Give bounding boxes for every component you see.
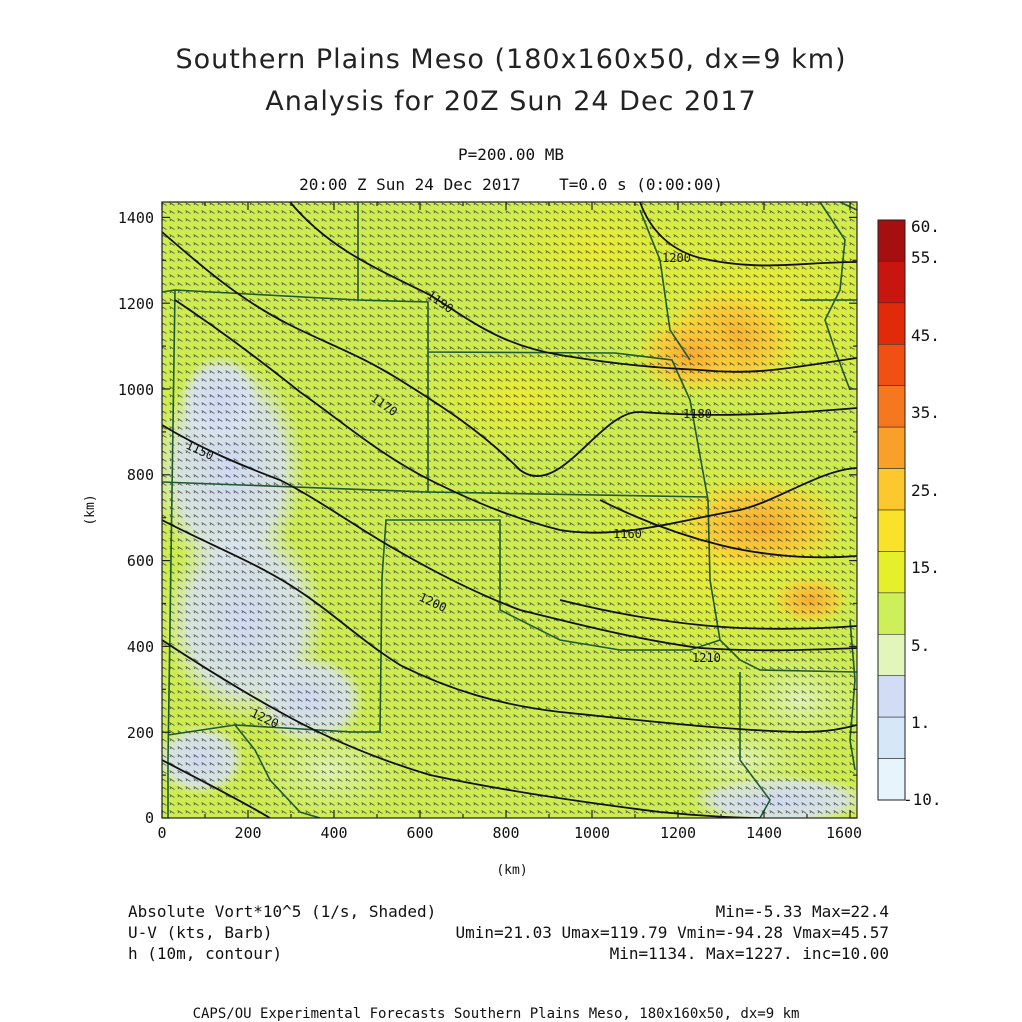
colorbar-label: -10. — [903, 790, 942, 809]
field2-stats: Umin=21.03 Umax=119.79 Vmin=-94.28 Vmax=… — [456, 923, 889, 942]
colorbar-swatch — [877, 633, 906, 677]
field1-stats: Min=-5.33 Max=22.4 — [716, 902, 889, 921]
height-contours — [162, 202, 857, 818]
x-tick-label: 1400 — [746, 824, 782, 842]
y-tick-label: 400 — [127, 638, 154, 656]
axis-ticks — [161, 202, 857, 819]
credit-line: CAPS/OU Experimental Forecasts Southern … — [193, 1006, 800, 1022]
colorbar-swatch — [877, 261, 906, 304]
title-line-2: Analysis for 20Z Sun 24 Dec 2017 — [265, 86, 757, 117]
y-tick-label: 1200 — [118, 295, 154, 313]
colorbar-label: 5. — [911, 636, 930, 655]
x-tick-label: 1000 — [574, 824, 610, 842]
colorbar-label: 1. — [911, 713, 930, 732]
contour-label: 1210 — [692, 651, 721, 665]
colorbar-swatch — [877, 551, 906, 594]
y-tick-label: 1400 — [118, 209, 154, 227]
field2-name: U-V (kts, Barb) — [128, 923, 273, 942]
y-tick-label: 800 — [127, 466, 154, 484]
colorbar-swatch — [877, 675, 906, 718]
x-tick-label: 400 — [320, 824, 347, 842]
colorbar-swatch — [877, 385, 906, 428]
y-tick-label: 0 — [145, 809, 154, 827]
title-line-1: Southern Plains Meso (180x160x50, dx=9 k… — [175, 44, 847, 75]
valid-time: 20:00 Z Sun 24 Dec 2017 T=0.0 s (0:00:00… — [299, 175, 723, 194]
colorbar-label: 60. — [911, 217, 940, 236]
x-tick-label: 200 — [234, 824, 261, 842]
colorbar-label: 15. — [911, 558, 940, 577]
y-tick-label: 200 — [127, 724, 154, 742]
colorbar-swatch — [877, 592, 906, 635]
field1-name: Absolute Vort*10^5 (1/s, Shaded) — [128, 902, 436, 921]
x-tick-label: 1200 — [660, 824, 696, 842]
contour-label: 1200 — [662, 251, 691, 265]
colorbar-label: 25. — [911, 481, 940, 500]
colorbar-swatch — [877, 509, 906, 552]
x-tick-label: 600 — [406, 824, 433, 842]
field3-name: h (10m, contour) — [128, 944, 282, 963]
state-boundaries — [162, 202, 857, 818]
x-axis-label: (km) — [496, 863, 527, 878]
vorticity-shading — [162, 202, 857, 818]
y-axis-label: (km) — [83, 494, 98, 525]
colorbar — [877, 219, 906, 801]
colorbar-label: 55. — [911, 248, 940, 267]
colorbar-swatch — [877, 758, 906, 801]
y-tick-label: 600 — [127, 552, 154, 570]
colorbar-swatch — [877, 716, 906, 759]
field3-stats: Min=1134. Max=1227. inc=10.00 — [610, 944, 889, 963]
colorbar-swatch — [877, 219, 906, 262]
colorbar-swatch — [877, 302, 906, 345]
plot-frame — [161, 201, 858, 819]
x-tick-label: 0 — [157, 824, 166, 842]
pressure-level: P=200.00 MB — [458, 145, 564, 164]
colorbar-swatch — [877, 468, 906, 511]
colorbar-swatch — [877, 343, 906, 387]
x-tick-label: 800 — [492, 824, 519, 842]
colorbar-frame — [877, 219, 906, 801]
colorbar-swatch — [877, 426, 906, 469]
contour-label: 1160 — [613, 527, 642, 541]
y-tick-label: 1000 — [118, 381, 154, 399]
x-tick-label: 1600 — [826, 824, 862, 842]
colorbar-label: 35. — [911, 403, 940, 422]
contour-label: 1180 — [683, 407, 712, 421]
colorbar-label: 45. — [911, 326, 940, 345]
